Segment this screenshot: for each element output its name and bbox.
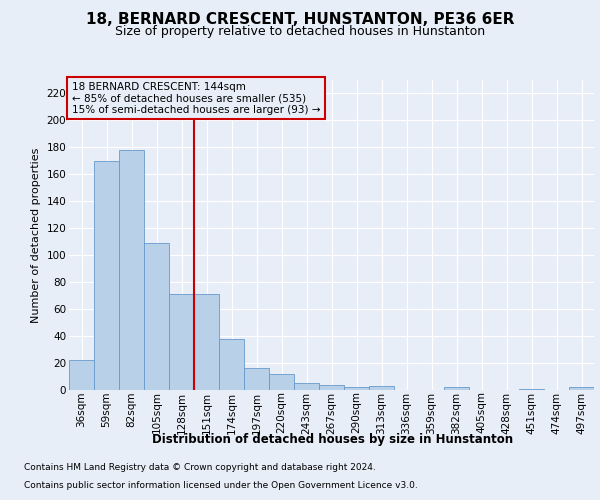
Bar: [369, 386, 394, 390]
Bar: [219, 339, 244, 390]
Bar: [294, 384, 319, 390]
Bar: [144, 243, 169, 390]
Bar: [269, 374, 294, 390]
Text: Contains HM Land Registry data © Crown copyright and database right 2024.: Contains HM Land Registry data © Crown c…: [24, 464, 376, 472]
Text: Size of property relative to detached houses in Hunstanton: Size of property relative to detached ho…: [115, 25, 485, 38]
Bar: [119, 150, 144, 390]
Bar: [94, 161, 119, 390]
Bar: [69, 360, 94, 390]
Bar: [569, 388, 594, 390]
Bar: [169, 294, 194, 390]
Text: Distribution of detached houses by size in Hunstanton: Distribution of detached houses by size …: [152, 432, 514, 446]
Text: 18, BERNARD CRESCENT, HUNSTANTON, PE36 6ER: 18, BERNARD CRESCENT, HUNSTANTON, PE36 6…: [86, 12, 514, 28]
Bar: [244, 368, 269, 390]
Text: Contains public sector information licensed under the Open Government Licence v3: Contains public sector information licen…: [24, 481, 418, 490]
Bar: [519, 388, 544, 390]
Bar: [319, 384, 344, 390]
Text: 18 BERNARD CRESCENT: 144sqm
← 85% of detached houses are smaller (535)
15% of se: 18 BERNARD CRESCENT: 144sqm ← 85% of det…: [71, 82, 320, 115]
Bar: [194, 294, 219, 390]
Y-axis label: Number of detached properties: Number of detached properties: [31, 148, 41, 322]
Bar: [444, 388, 469, 390]
Bar: [344, 388, 369, 390]
